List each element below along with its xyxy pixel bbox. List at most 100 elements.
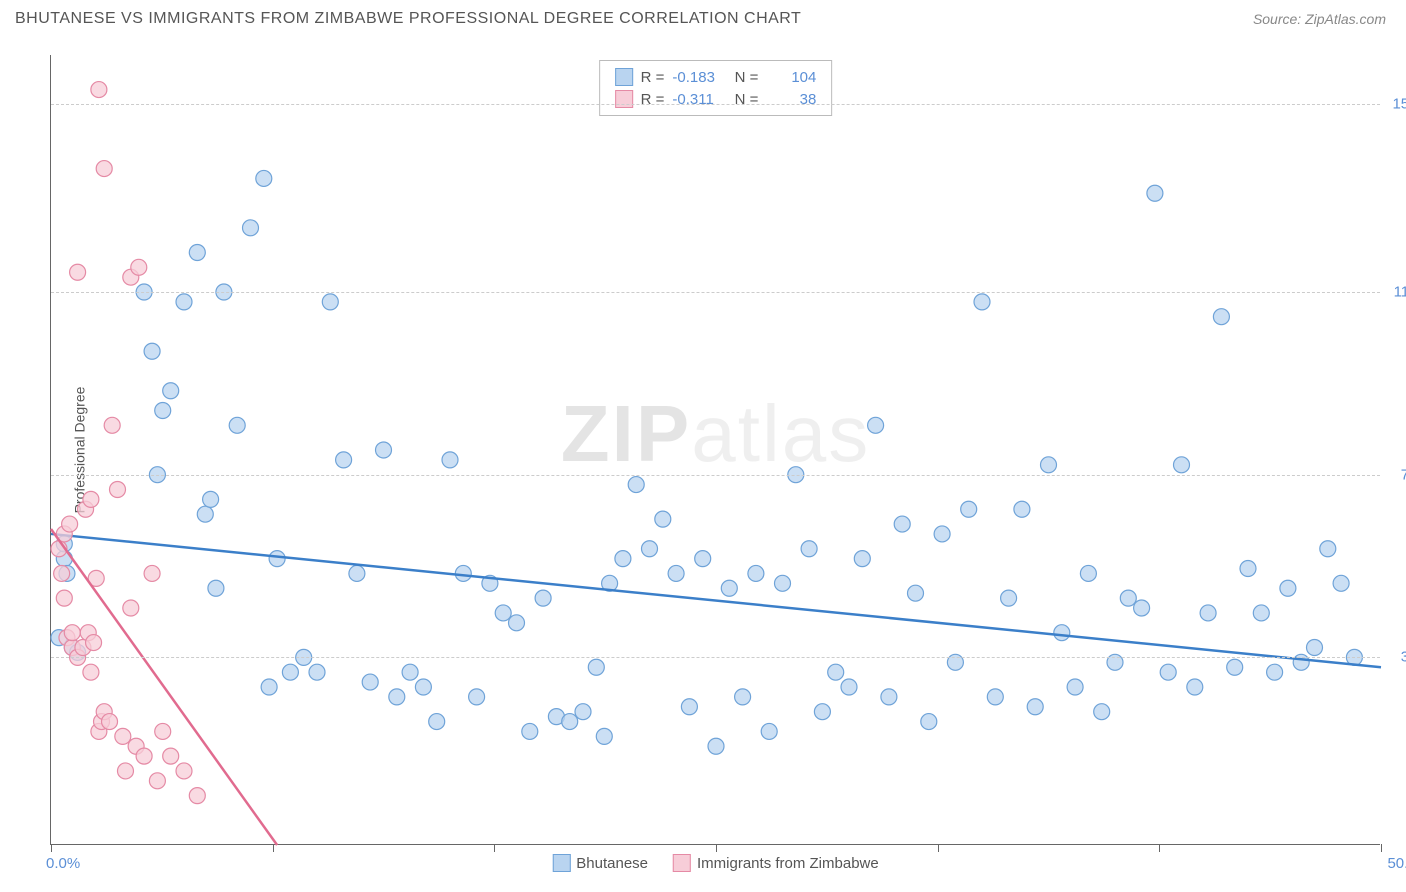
data-point (921, 714, 937, 730)
data-point (1080, 565, 1096, 581)
data-point (54, 565, 70, 581)
data-point (1174, 457, 1190, 473)
data-point (588, 659, 604, 675)
data-point (748, 565, 764, 581)
data-point (362, 674, 378, 690)
data-point (1147, 185, 1163, 201)
data-point (229, 417, 245, 433)
data-point (1067, 679, 1083, 695)
data-point (261, 679, 277, 695)
data-point (282, 664, 298, 680)
stat-r-label: R = (641, 69, 665, 86)
x-tick (1159, 844, 1160, 852)
data-point (256, 170, 272, 186)
data-point (1240, 561, 1256, 577)
data-point (376, 442, 392, 458)
x-tick (938, 844, 939, 852)
gridline (51, 292, 1380, 293)
data-point (96, 161, 112, 177)
gridline (51, 475, 1380, 476)
data-point (336, 452, 352, 468)
data-point (509, 615, 525, 631)
data-point (1014, 501, 1030, 517)
data-point (144, 343, 160, 359)
data-point (934, 526, 950, 542)
data-point (1227, 659, 1243, 675)
data-point (522, 723, 538, 739)
scatter-plot (51, 55, 1380, 844)
data-point (83, 664, 99, 680)
data-point (814, 704, 830, 720)
source-attribution: Source: ZipAtlas.com (1253, 11, 1386, 27)
data-point (429, 714, 445, 730)
data-point (495, 605, 511, 621)
data-point (987, 689, 1003, 705)
data-point (269, 551, 285, 567)
data-point (110, 482, 126, 498)
data-point (642, 541, 658, 557)
y-tick-label: 7.5% (1401, 466, 1406, 483)
gridline (51, 104, 1380, 105)
data-point (155, 723, 171, 739)
data-point (102, 714, 118, 730)
data-point (562, 714, 578, 730)
data-point (708, 738, 724, 754)
data-point (535, 590, 551, 606)
data-point (56, 590, 72, 606)
data-point (163, 748, 179, 764)
legend-item: Bhutanese (552, 854, 648, 872)
data-point (208, 580, 224, 596)
data-point (136, 748, 152, 764)
data-point (1160, 664, 1176, 680)
chart-title: BHUTANESE VS IMMIGRANTS FROM ZIMBABWE PR… (15, 10, 801, 28)
data-point (721, 580, 737, 596)
data-point (668, 565, 684, 581)
legend-swatch (673, 854, 691, 872)
data-point (615, 551, 631, 567)
data-point (974, 294, 990, 310)
data-point (628, 477, 644, 493)
data-point (596, 728, 612, 744)
x-tick (273, 844, 274, 852)
data-point (681, 699, 697, 715)
data-point (1001, 590, 1017, 606)
stats-legend: R =-0.183 N =104R =-0.311 N =38 (599, 60, 833, 116)
stats-row: R =-0.311 N =38 (615, 88, 817, 110)
data-point (176, 763, 192, 779)
data-point (1134, 600, 1150, 616)
stat-n-value: 104 (766, 69, 816, 86)
data-point (83, 491, 99, 507)
data-point (117, 763, 133, 779)
data-point (62, 516, 78, 532)
data-point (655, 511, 671, 527)
data-point (761, 723, 777, 739)
data-point (801, 541, 817, 557)
stat-n-label: N = (730, 69, 758, 86)
x-max-label: 50.0% (1387, 855, 1406, 872)
data-point (854, 551, 870, 567)
data-point (309, 664, 325, 680)
data-point (575, 704, 591, 720)
data-point (197, 506, 213, 522)
data-point (841, 679, 857, 695)
data-point (1200, 605, 1216, 621)
data-point (442, 452, 458, 468)
data-point (1267, 664, 1283, 680)
data-point (868, 417, 884, 433)
data-point (1094, 704, 1110, 720)
data-point (1320, 541, 1336, 557)
data-point (961, 501, 977, 517)
data-point (415, 679, 431, 695)
data-point (155, 403, 171, 419)
x-tick (716, 844, 717, 852)
data-point (881, 689, 897, 705)
data-point (469, 689, 485, 705)
data-point (402, 664, 418, 680)
data-point (131, 259, 147, 275)
trend-line (51, 529, 277, 845)
data-point (389, 689, 405, 705)
y-tick-label: 15.0% (1392, 96, 1406, 113)
data-point (203, 491, 219, 507)
data-point (163, 383, 179, 399)
data-point (1027, 699, 1043, 715)
